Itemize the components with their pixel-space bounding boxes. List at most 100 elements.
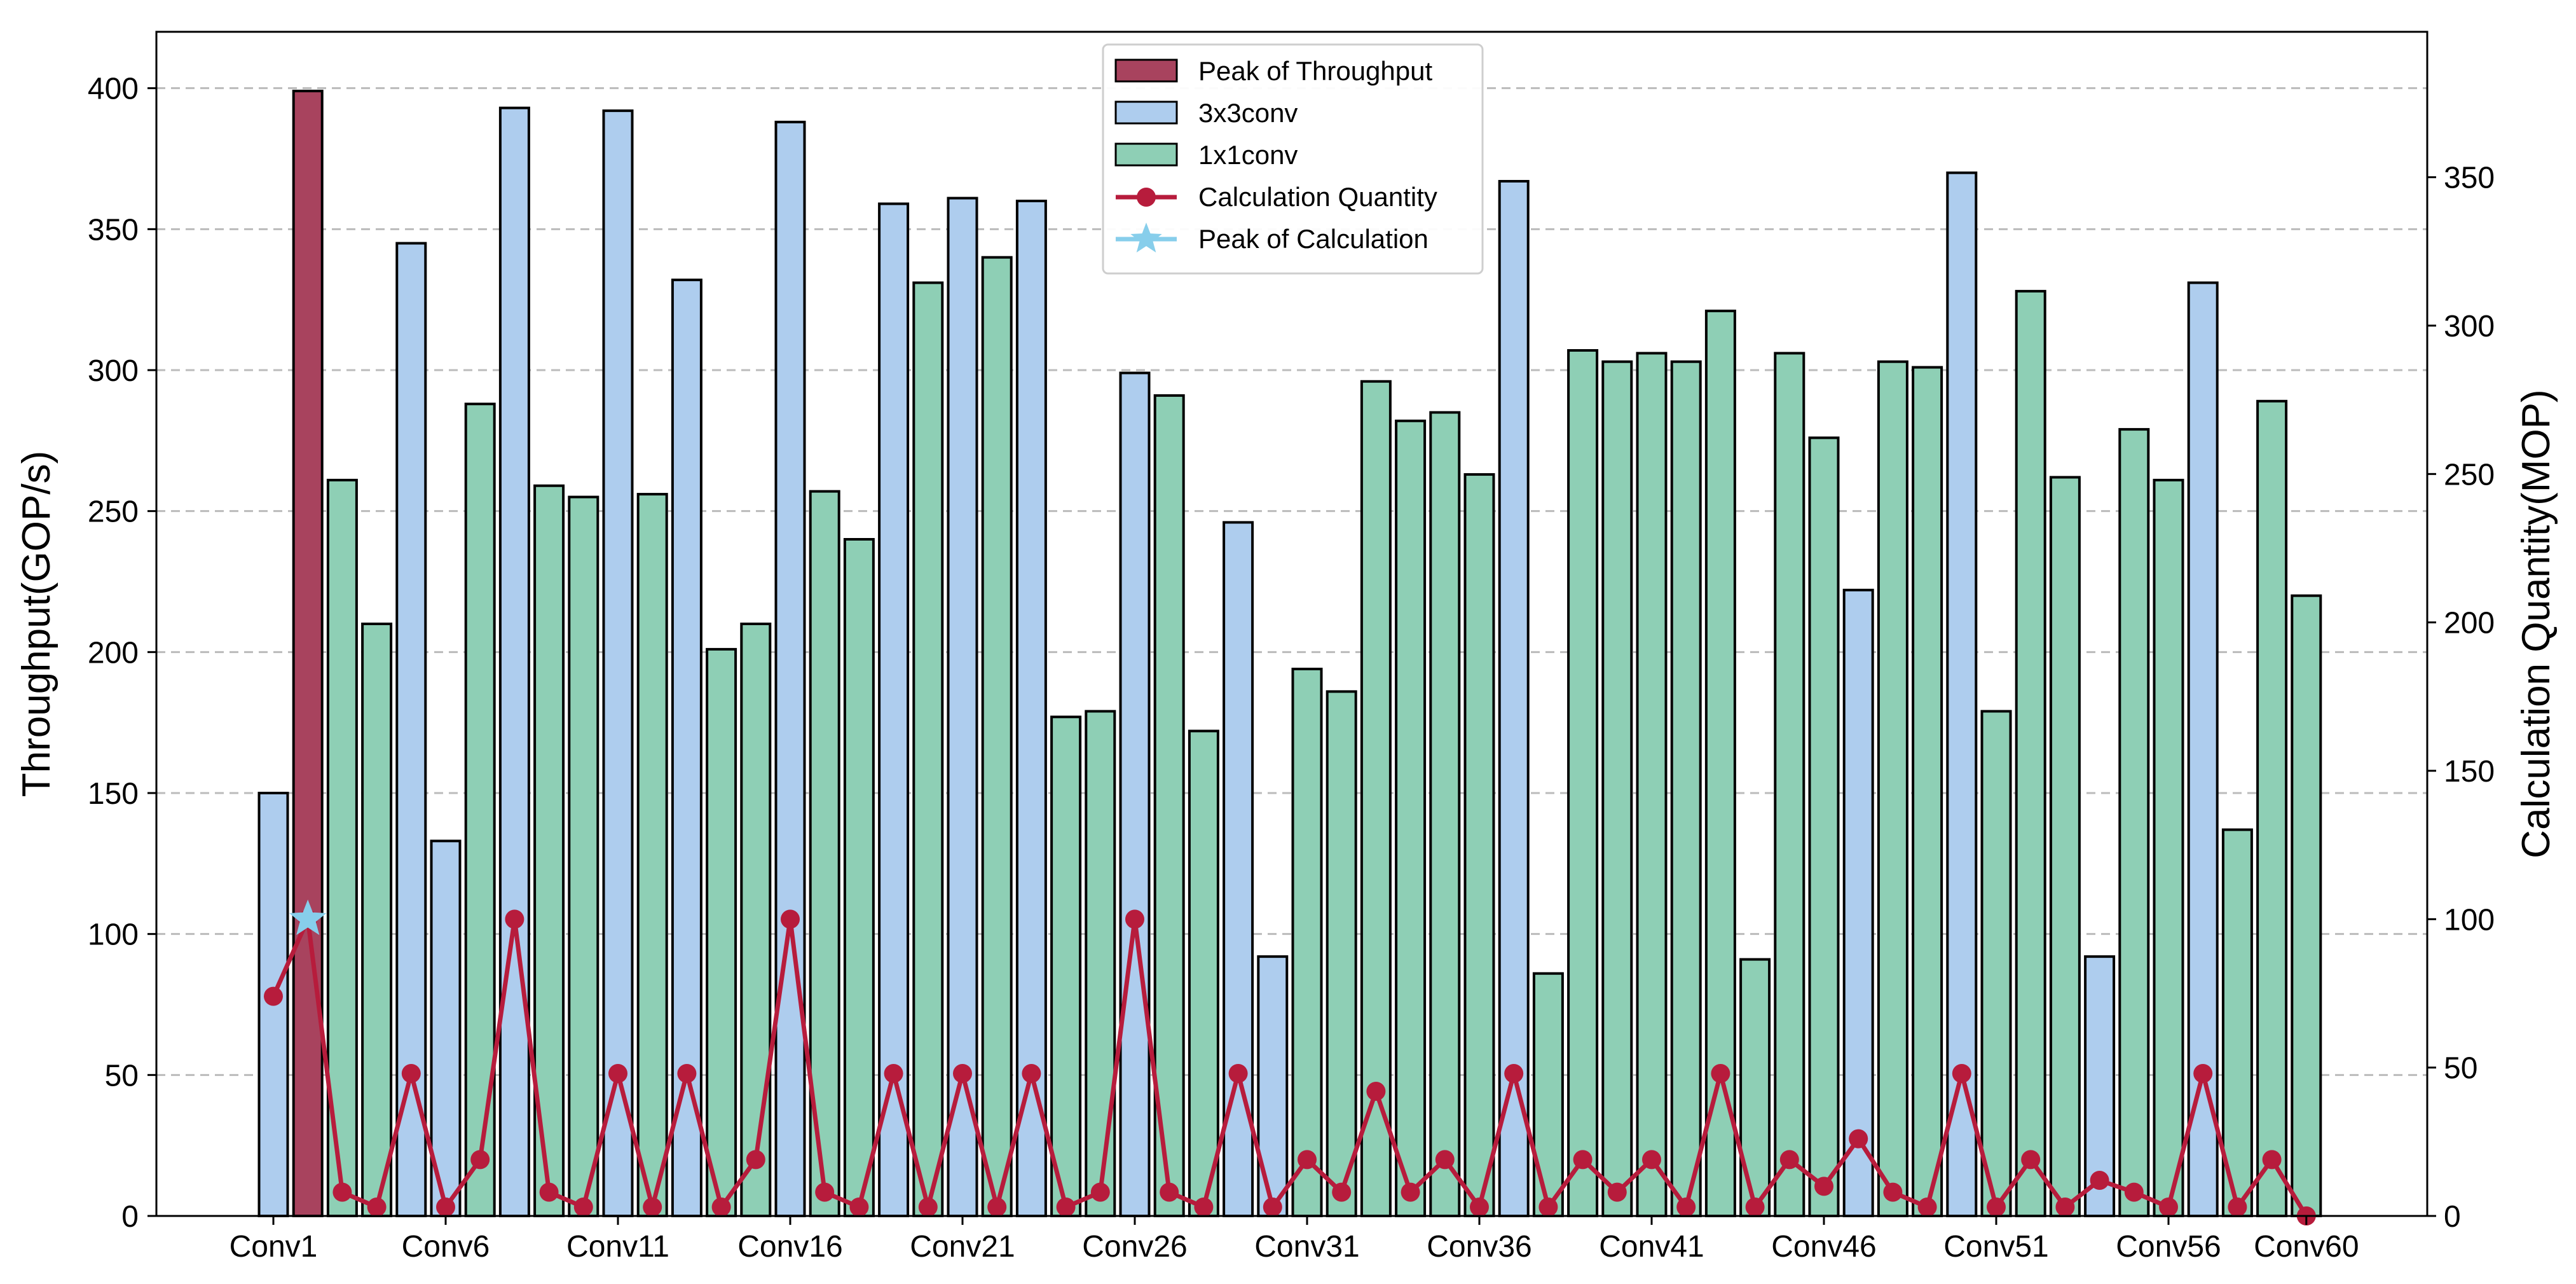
bar-conv22 (981, 256, 1013, 1218)
bar-conv17 (809, 490, 840, 1218)
calc-point-conv28 (1194, 1198, 1214, 1217)
plot-frame (155, 31, 2429, 1217)
right-tick-label: 200 (2444, 607, 2495, 640)
bar-conv16 (774, 120, 806, 1217)
calc-point-conv34 (1401, 1182, 1420, 1202)
calc-point-conv32 (1332, 1182, 1352, 1202)
calc-point-conv40 (1607, 1182, 1627, 1202)
calc-point-conv10 (573, 1198, 593, 1217)
x-tick-label: Conv26 (1082, 1230, 1187, 1264)
calc-point-conv18 (849, 1198, 869, 1217)
legend-swatch-3x3 (1114, 100, 1178, 125)
left-tick-label: 300 (88, 354, 139, 388)
bar-conv12 (636, 493, 668, 1217)
calculation-quantity-line (271, 916, 2308, 1217)
calc-point-conv24 (1056, 1198, 1076, 1217)
bar-conv48 (1877, 360, 1908, 1218)
right-axis-ticks: 0 50 100 150 200 250 300 350 (2427, 162, 2495, 1234)
calculation-quantity-series (264, 899, 2316, 1225)
calc-point-conv30 (1263, 1198, 1282, 1217)
bar-conv34 (1395, 419, 1427, 1217)
bar-conv50 (1946, 171, 1978, 1218)
x-tick-label: Conv31 (1254, 1230, 1359, 1264)
right-tick-label: 100 (2444, 903, 2495, 937)
left-tick-label: 150 (88, 777, 139, 811)
calc-point-conv49 (1917, 1198, 1937, 1217)
bar-conv60 (2291, 594, 2322, 1217)
bar-conv40 (1601, 360, 1633, 1218)
calc-point-conv50 (1952, 1064, 1971, 1083)
bar-conv18 (843, 538, 875, 1217)
right-tick-label: 350 (2444, 162, 2495, 195)
calc-point-conv35 (1435, 1150, 1455, 1170)
calc-point-conv19 (884, 1064, 903, 1083)
calc-point-conv37 (1504, 1064, 1524, 1083)
bar-conv20 (912, 281, 944, 1218)
legend-label: Peak of Calculation (1198, 224, 1428, 254)
legend-label: Calculation Quantity (1198, 182, 1437, 212)
left-tick-label: 350 (88, 213, 139, 247)
calc-point-conv14 (711, 1198, 731, 1217)
x-tick-label: Conv56 (2116, 1230, 2221, 1264)
bar-conv27 (1153, 394, 1185, 1217)
calc-point-conv17 (815, 1182, 835, 1202)
legend-label: 1x1conv (1198, 140, 1298, 170)
bar-conv24 (1050, 715, 1082, 1218)
bar-conv36 (1463, 473, 1495, 1217)
left-tick-label: 0 (121, 1200, 139, 1234)
bar-conv21 (947, 197, 978, 1218)
bar-conv14 (706, 647, 737, 1217)
y2-axis-title: Calculation Quantity(MOP) (2514, 389, 2558, 858)
bar-conv15 (740, 623, 772, 1217)
calc-point-conv48 (1883, 1182, 1903, 1202)
bar-conv10 (568, 495, 599, 1217)
bar-conv25 (1085, 710, 1116, 1217)
calc-point-conv21 (953, 1064, 972, 1083)
calc-point-conv47 (1849, 1129, 1868, 1149)
left-tick-label: 50 (105, 1059, 139, 1093)
calc-point-conv59 (2262, 1150, 2282, 1170)
x-tick-label: Conv60 (2254, 1230, 2359, 1264)
calc-point-conv38 (1538, 1198, 1558, 1217)
calc-point-conv23 (1022, 1064, 1041, 1083)
calc-point-conv44 (1745, 1198, 1765, 1217)
calc-point-conv46 (1814, 1177, 1833, 1196)
bar-conv11 (602, 109, 634, 1218)
bar-conv6 (430, 839, 462, 1218)
bar-conv26 (1119, 371, 1151, 1217)
x-tick-label: Conv46 (1771, 1230, 1876, 1264)
calc-point-conv6 (436, 1198, 455, 1217)
left-axis-ticks: 0 50 100 150 200 250 300 350 400 (88, 72, 156, 1234)
right-tick-label: 300 (2444, 310, 2495, 343)
grid-lines (156, 87, 2427, 1076)
calc-point-conv7 (470, 1150, 490, 1170)
bar-conv56 (2153, 478, 2184, 1217)
bar-conv42 (1670, 360, 1702, 1218)
calc-point-conv55 (2124, 1182, 2144, 1202)
bar-conv52 (2015, 289, 2046, 1217)
bar-conv44 (1739, 958, 1771, 1217)
calc-point-conv51 (1987, 1198, 2006, 1217)
calc-point-conv29 (1228, 1064, 1248, 1083)
x-tick-label: Conv6 (402, 1230, 490, 1264)
calc-point-conv20 (918, 1198, 938, 1217)
bar-conv19 (878, 202, 910, 1217)
calc-point-conv33 (1366, 1082, 1386, 1101)
calc-point-conv58 (2228, 1198, 2247, 1217)
bar-conv4 (361, 623, 393, 1217)
calc-point-conv3 (332, 1182, 352, 1202)
y-axis-title: Throughput(GOP/s) (15, 451, 58, 797)
calc-point-conv15 (746, 1150, 765, 1170)
bar-conv58 (2221, 828, 2253, 1217)
left-tick-label: 400 (88, 72, 139, 106)
bar-conv59 (2256, 399, 2288, 1217)
calc-point-conv25 (1090, 1182, 1110, 1202)
left-tick-label: 100 (88, 918, 139, 952)
bar-conv49 (1912, 366, 1943, 1217)
calc-point-conv9 (539, 1182, 559, 1202)
legend-swatch-peak (1114, 59, 1178, 83)
x-tick-label: Conv11 (566, 1230, 669, 1264)
legend: Peak of Throughput 3x3conv 1x1conv Calculat… (1102, 43, 1484, 275)
bar-conv28 (1188, 729, 1219, 1217)
bar-conv37 (1498, 179, 1530, 1217)
